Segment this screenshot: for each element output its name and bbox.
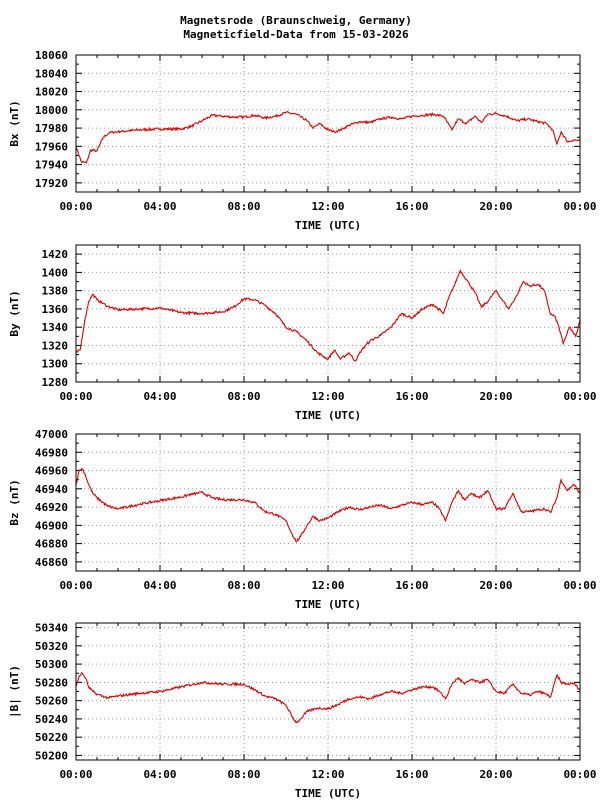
x-tick-label: 16:00 xyxy=(395,390,428,403)
x-tick-label: 12:00 xyxy=(311,200,344,213)
panel-b-total: 50200 50220 50240 50260 50280 50300 50320 50340… xyxy=(8,622,597,800)
y-axis-label: Bx (nT) xyxy=(8,100,21,146)
panel-bz: 46860 46880 46900 46920 46940 46960 46980 47000… xyxy=(8,428,597,611)
x-tick-label: 00:00 xyxy=(59,390,92,403)
series-line-by xyxy=(75,269,581,362)
y-tick-label: 17940 xyxy=(35,159,68,172)
x-tick-label: 12:00 xyxy=(311,390,344,403)
y-tick-label: 46880 xyxy=(35,538,68,551)
x-tick-label: 00:00 xyxy=(563,390,596,403)
y-tick-label: 46980 xyxy=(35,446,68,459)
y-tick-label: 18040 xyxy=(35,67,68,80)
x-axis-label: TIME (UTC) xyxy=(295,409,361,422)
chart-panels: 17920 17940 17960 17980 18000 18020 18040 18060… xyxy=(8,49,597,800)
y-tick-label: 50220 xyxy=(35,731,68,744)
x-tick-label: 00:00 xyxy=(59,200,92,213)
x-tick-label: 04:00 xyxy=(143,200,176,213)
y-tick-label: 18020 xyxy=(35,86,68,99)
x-axis-label: TIME (UTC) xyxy=(295,598,361,611)
y-tick-label: 18060 xyxy=(35,49,68,62)
y-tick-label: 1280 xyxy=(42,376,69,389)
plot-frame xyxy=(75,54,581,193)
series-line-bx xyxy=(75,111,581,164)
x-tick-label: 20:00 xyxy=(479,200,512,213)
y-tick-label: 50260 xyxy=(35,695,68,708)
x-tick-label: 16:00 xyxy=(395,768,428,781)
series-line-b-total xyxy=(75,672,581,724)
y-tick-label: 47000 xyxy=(35,428,68,441)
y-tick-label: 50280 xyxy=(35,676,68,689)
y-tick-label: 50240 xyxy=(35,713,68,726)
plot-frame xyxy=(75,433,581,572)
plot-frame xyxy=(75,244,581,383)
y-tick-label: 1420 xyxy=(42,248,69,261)
x-tick-label: 08:00 xyxy=(227,200,260,213)
y-axis-label: By (nT) xyxy=(8,290,21,336)
x-tick-label: 04:00 xyxy=(143,579,176,592)
y-tick-label: 50340 xyxy=(35,622,68,635)
chart-subtitle: Magneticfield-Data from 15-03-2026 xyxy=(183,28,409,41)
x-tick-label: 20:00 xyxy=(479,579,512,592)
x-tick-label: 08:00 xyxy=(227,768,260,781)
x-tick-label: 08:00 xyxy=(227,579,260,592)
y-tick-label: 1380 xyxy=(42,285,69,298)
x-tick-label: 00:00 xyxy=(563,579,596,592)
y-tick-label: 1320 xyxy=(42,339,69,352)
y-tick-label: 18000 xyxy=(35,104,68,117)
x-tick-label: 00:00 xyxy=(59,768,92,781)
x-tick-label: 20:00 xyxy=(479,390,512,403)
x-axis-label: TIME (UTC) xyxy=(295,219,361,232)
y-tick-label: 46920 xyxy=(35,501,68,514)
y-tick-label: 17920 xyxy=(35,177,68,190)
y-tick-label: 50200 xyxy=(35,749,68,762)
y-tick-label: 46940 xyxy=(35,483,68,496)
plot-frame xyxy=(75,622,581,761)
y-tick-label: 1400 xyxy=(42,266,69,279)
x-tick-label: 16:00 xyxy=(395,200,428,213)
x-tick-label: 20:00 xyxy=(479,768,512,781)
series-line-bz xyxy=(75,468,581,543)
x-tick-label: 04:00 xyxy=(143,390,176,403)
x-tick-label: 08:00 xyxy=(227,390,260,403)
y-tick-label: 1360 xyxy=(42,303,69,316)
y-tick-label: 50320 xyxy=(35,640,68,653)
y-tick-label: 46960 xyxy=(35,465,68,478)
x-tick-label: 00:00 xyxy=(59,579,92,592)
chart-title: Magnetsrode (Braunschweig, Germany) xyxy=(180,14,412,27)
y-tick-label: 46860 xyxy=(35,556,68,569)
y-tick-label: 17980 xyxy=(35,122,68,135)
y-tick-label: 1340 xyxy=(42,321,69,334)
x-tick-label: 00:00 xyxy=(563,200,596,213)
x-tick-label: 12:00 xyxy=(311,579,344,592)
x-axis-label: TIME (UTC) xyxy=(295,787,361,800)
panel-bx: 17920 17940 17960 17980 18000 18020 18040 18060… xyxy=(8,49,597,232)
x-tick-label: 00:00 xyxy=(563,768,596,781)
y-tick-label: 50300 xyxy=(35,658,68,671)
y-axis-label: |B| (nT) xyxy=(8,665,21,718)
x-tick-label: 04:00 xyxy=(143,768,176,781)
y-tick-label: 17960 xyxy=(35,140,68,153)
x-tick-label: 12:00 xyxy=(311,768,344,781)
panel-by: 1280 1300 1320 1340 1360 1380 1400 1420 00:00 04:… xyxy=(8,244,597,422)
x-tick-label: 16:00 xyxy=(395,579,428,592)
y-tick-label: 1300 xyxy=(42,358,69,371)
y-axis-label: Bz (nT) xyxy=(8,479,21,525)
y-tick-label: 46900 xyxy=(35,519,68,532)
